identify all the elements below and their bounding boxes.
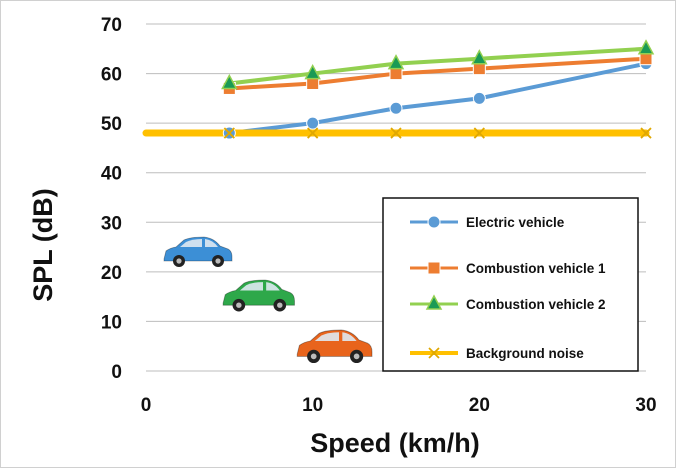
data-point [389,101,403,115]
legend-label: Electric vehicle [466,215,565,230]
data-point [640,127,652,139]
legend: Electric vehicle Combustion vehicle 1 Comb… [382,197,639,372]
legend-label: Background noise [466,346,584,361]
x-tick-label: 0 [141,395,152,416]
x-tick-label: 20 [469,395,490,416]
car-icon [296,329,373,363]
legend-box [382,197,639,372]
data-point [223,127,235,139]
data-point [471,49,488,65]
y-axis-title: SPL (dB) [28,188,58,302]
data-point [390,127,402,139]
legend-item: Electric vehicle [410,215,565,230]
legend-item: Combustion vehicle 1 [410,261,606,276]
data-point [428,347,440,359]
y-tick-label: 20 [101,263,122,284]
x-tick-label: 30 [635,395,656,416]
data-point [306,116,320,130]
x-tick-labels: 0 10 20 30 [141,395,657,416]
legend-item: Background noise [410,346,584,361]
x-tick-label: 10 [302,395,323,416]
legend-label: Combustion vehicle 2 [466,297,606,312]
data-point [307,127,319,139]
legend-item: Combustion vehicle 2 [410,294,606,312]
y-tick-label: 10 [101,312,122,333]
data-point [221,73,238,90]
legend-label: Combustion vehicle 1 [466,261,606,276]
car-icon [222,279,295,312]
car-icon [163,236,233,267]
y-tick-label: 50 [101,114,122,135]
vehicle-illustrations [163,236,373,363]
data-point [637,39,655,55]
series-markers [221,39,655,140]
x-axis-title: Speed (km/h) [310,428,480,458]
y-tick-label: 70 [101,15,122,36]
data-point [427,215,441,229]
y-tick-label: 60 [101,65,122,86]
data-point [304,63,321,80]
data-point [473,127,485,139]
data-point [387,54,405,70]
y-tick-labels: 0 10 20 30 40 50 60 70 [101,15,122,383]
y-tick-label: 40 [101,164,122,185]
y-tick-label: 0 [111,362,122,383]
data-point [425,294,443,310]
data-point [427,261,441,275]
data-point [472,91,486,105]
y-tick-label: 30 [101,213,122,234]
